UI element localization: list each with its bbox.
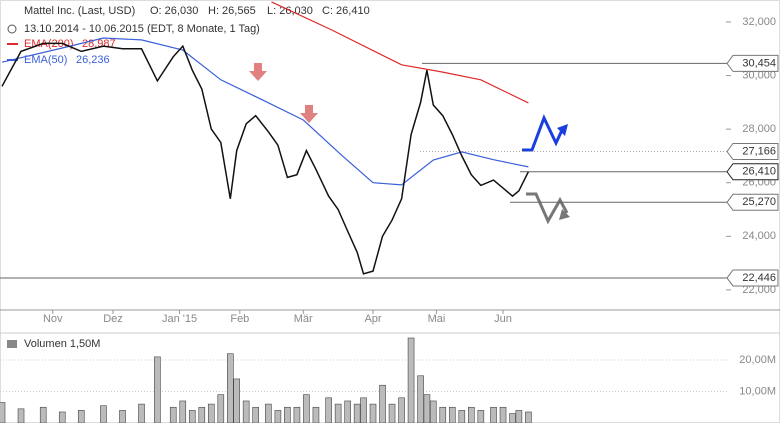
y-tick-label: 28,000	[742, 123, 776, 135]
volume-bar	[312, 406, 320, 423]
level-label: 26,410	[742, 166, 776, 178]
x-tick-label: Jun	[494, 313, 512, 325]
y-tick-label: 30,000	[742, 69, 776, 81]
level-label-box	[726, 193, 779, 211]
volume-bar	[334, 403, 342, 423]
forecast-down-head	[559, 209, 570, 220]
volume-bar	[369, 403, 377, 423]
volume-bar	[39, 406, 47, 423]
volume-title: Volumen 1,50M	[24, 338, 100, 350]
volume-bar	[188, 410, 196, 423]
x-tick-label: Mär	[294, 313, 313, 325]
level-label: 22,446	[742, 272, 776, 284]
volume-bar	[179, 400, 187, 423]
volume-bar	[458, 410, 466, 423]
volume-bar	[303, 394, 310, 423]
y-tick-label: 32,000	[742, 16, 776, 28]
level-label: 30,454	[742, 57, 776, 69]
volume-bar	[252, 406, 259, 423]
volume-tick-label: 20,00M	[739, 354, 776, 366]
volume-bar	[242, 400, 250, 423]
level-label-box	[726, 54, 779, 72]
volume-bar	[490, 406, 497, 423]
volume-bar	[439, 406, 447, 423]
x-tick-label: Jan '15	[162, 313, 197, 325]
x-tick-label: Mai	[428, 313, 446, 325]
volume-bar	[477, 410, 485, 423]
volume-bar	[429, 400, 437, 423]
volume-bar	[353, 403, 361, 423]
level-label-box	[726, 163, 779, 181]
subtitle: 13.10.2014 - 10.06.2015 (EDT, 8 Monate, …	[24, 23, 260, 35]
x-tick-label: Nov	[43, 313, 63, 325]
forecast-down	[526, 192, 569, 225]
volume-bar	[293, 406, 301, 423]
forecast-up-head	[557, 124, 568, 136]
legend-value: 26,236	[76, 54, 110, 66]
x-tick-label: Apr	[364, 313, 381, 325]
x-tick-label: Feb	[230, 313, 249, 325]
level-label: 27,166	[742, 145, 776, 157]
volume-bar	[138, 403, 145, 423]
volume-bar	[515, 410, 523, 423]
volume-bar	[423, 394, 431, 423]
ohlc-close: C: 26,410	[322, 5, 370, 17]
clock-icon	[7, 24, 17, 34]
volume-bar	[379, 384, 386, 423]
volume-bar	[448, 406, 456, 423]
ema-line	[1, 37, 529, 186]
level-label: 25,270	[742, 196, 776, 208]
y-tick-label: 22,000	[742, 284, 776, 296]
volume-bar	[100, 405, 107, 423]
volume-bar	[468, 406, 475, 423]
volume-bar	[207, 403, 215, 423]
volume-bar	[265, 403, 272, 423]
volume-bar	[217, 394, 225, 423]
volume-bar	[169, 406, 177, 423]
signal-arrow	[300, 105, 318, 123]
signal-arrow	[249, 63, 267, 81]
volume-bar	[17, 408, 25, 423]
ema-line	[271, 1, 529, 104]
volume-bar	[417, 375, 424, 423]
volume-bar	[407, 337, 415, 423]
volume-bar	[274, 410, 282, 423]
y-tick-label: 24,000	[742, 230, 776, 242]
x-tick-label: Dez	[103, 313, 123, 325]
volume-bar	[344, 400, 351, 423]
volume-icon	[7, 340, 17, 348]
volume-bar	[360, 397, 367, 423]
forecast-up	[522, 114, 565, 152]
volume-bar	[325, 397, 332, 423]
volume-bar	[525, 411, 532, 423]
legend-label: EMA(50)	[24, 54, 67, 66]
volume-bar	[154, 356, 161, 423]
ohlc-high: H: 26,565	[208, 5, 256, 17]
ohlc-open: O: 26,030	[150, 5, 198, 17]
volume-bar	[233, 378, 240, 423]
chart-title: Mattel Inc. (Last, USD)	[24, 5, 135, 17]
volume-bar	[58, 411, 66, 423]
level-label-box	[726, 142, 779, 160]
volume-bar	[227, 353, 234, 423]
volume-bar	[499, 406, 507, 423]
volume-bar	[388, 403, 396, 423]
volume-bar	[198, 406, 206, 423]
volume-bar	[77, 410, 85, 423]
volume-bar	[398, 397, 405, 423]
volume-tick-label: 10,00M	[739, 385, 776, 397]
level-label-box	[726, 269, 779, 287]
volume-bar	[0, 402, 6, 423]
volume-bar	[509, 413, 516, 423]
price-line	[1, 42, 530, 275]
volume-bar	[119, 410, 126, 423]
volume-bar	[284, 406, 291, 423]
